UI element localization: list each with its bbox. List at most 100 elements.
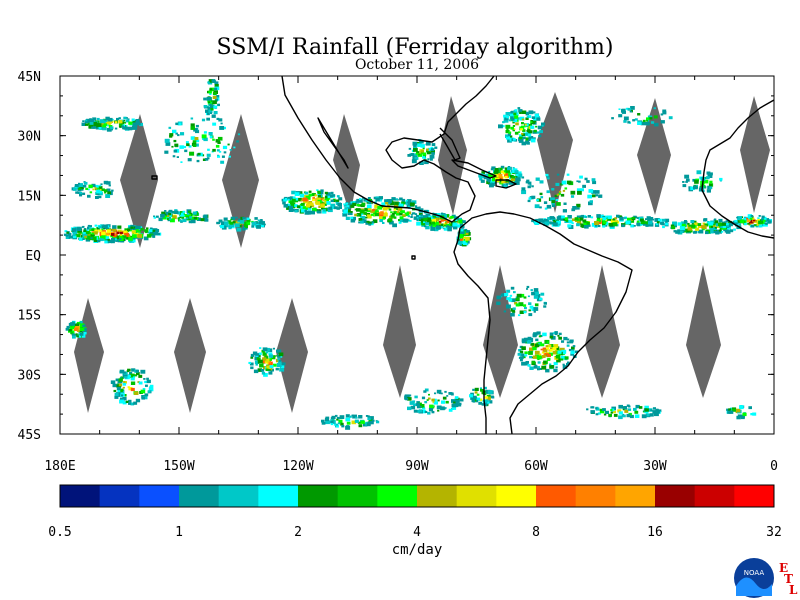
rain-pixel	[80, 234, 84, 238]
lat-label: EQ	[25, 249, 41, 264]
rain-pixel	[322, 210, 327, 214]
rain-pixel	[688, 186, 692, 189]
rain-pixel	[550, 197, 555, 202]
rain-pixel	[395, 212, 401, 216]
rain-pixel	[677, 229, 683, 234]
rain-pixel	[412, 154, 418, 159]
rain-pixel	[217, 103, 220, 107]
rain-pixel	[524, 125, 527, 128]
rain-pixel	[68, 329, 72, 332]
rain-pixel	[193, 216, 198, 220]
rain-pixel	[113, 233, 116, 236]
rain-pixel	[257, 359, 263, 364]
rain-pixel	[343, 203, 348, 207]
rain-pixel	[517, 352, 522, 356]
rain-pixel	[204, 158, 209, 161]
rain-pixel	[570, 350, 575, 355]
rain-pixel	[644, 405, 649, 410]
rain-pixel	[524, 133, 528, 136]
rain-pixel	[525, 137, 530, 141]
rain-pixel	[140, 369, 146, 374]
rain-pixel	[95, 126, 100, 130]
rain-pixel	[595, 413, 599, 416]
rain-pixel	[399, 212, 403, 216]
rain-pixel	[556, 202, 561, 206]
rain-pixel	[101, 236, 106, 241]
colorbar-cell	[218, 485, 259, 507]
rain-pixel	[510, 298, 516, 303]
rain-pixel	[523, 304, 527, 307]
rain-pixel	[355, 416, 358, 419]
rain-pixel	[719, 179, 722, 182]
rain-pixel	[91, 228, 95, 231]
rain-pixel	[117, 225, 122, 229]
rain-pixel	[510, 286, 515, 290]
rain-pixel	[405, 201, 410, 205]
rain-pixel	[79, 320, 83, 324]
rain-pixel	[202, 158, 207, 161]
rain-pixel	[545, 345, 549, 348]
rain-pixel	[563, 202, 567, 205]
rain-pixel	[416, 151, 420, 154]
rain-pixel	[753, 219, 756, 222]
rain-pixel	[506, 128, 509, 131]
rain-pixel	[399, 218, 405, 223]
rain-pixel	[758, 215, 761, 217]
rain-pixel	[709, 228, 713, 231]
rain-pixel	[261, 223, 264, 225]
rain-pixel	[167, 217, 170, 221]
rain-pixel	[115, 378, 119, 382]
rain-pixel	[388, 208, 392, 211]
rain-pixel	[524, 123, 527, 126]
swath-gap	[537, 92, 573, 213]
rain-pixel	[552, 217, 556, 220]
rain-pixel	[464, 228, 468, 232]
rain-pixel	[703, 179, 709, 184]
rain-pixel	[633, 407, 637, 411]
rain-pixel	[491, 183, 495, 186]
rain-pixel	[351, 414, 354, 417]
rain-pixel	[117, 239, 121, 243]
rain-pixel	[135, 121, 141, 125]
rain-pixel	[648, 222, 654, 227]
rain-pixel	[75, 333, 78, 336]
rain-pixel	[513, 112, 517, 116]
rain-pixel	[394, 204, 399, 208]
rain-pixel	[415, 205, 418, 208]
swath-gap	[686, 265, 721, 398]
rain-pixel	[736, 415, 741, 420]
rain-pixel	[526, 111, 529, 114]
rain-pixel	[338, 419, 343, 423]
rain-pixel	[288, 205, 293, 210]
rain-pixel	[569, 340, 574, 344]
rain-pixel	[595, 194, 598, 197]
rain-pixel	[170, 218, 175, 223]
rain-pixel	[196, 159, 200, 163]
rain-pixel	[718, 229, 722, 232]
rain-pixel	[500, 170, 504, 174]
rain-pixel	[526, 340, 532, 344]
rain-pixel	[486, 396, 491, 401]
rain-pixel	[425, 221, 430, 226]
rain-pixel	[560, 217, 565, 221]
rain-pixel	[342, 212, 348, 217]
rain-pixel	[206, 96, 212, 101]
rain-pixel	[82, 120, 85, 122]
rain-pixel	[522, 129, 526, 132]
rain-pixel	[746, 217, 749, 220]
rain-pixel	[259, 347, 262, 349]
rain-pixel	[65, 235, 71, 239]
rain-pixel	[413, 403, 417, 407]
rain-pixel	[505, 183, 509, 186]
rain-pixel	[371, 209, 375, 212]
rain-pixel	[122, 382, 127, 386]
rain-pixel	[427, 147, 432, 152]
rain-pixel	[456, 238, 462, 243]
rain-pixel	[279, 367, 285, 372]
rain-pixel	[592, 180, 597, 185]
rain-pixel	[566, 341, 570, 344]
colorbar-units: cm/day	[392, 542, 443, 558]
swath-gap	[174, 298, 206, 413]
rain-pixel	[371, 221, 375, 224]
rain-pixel	[524, 351, 528, 355]
